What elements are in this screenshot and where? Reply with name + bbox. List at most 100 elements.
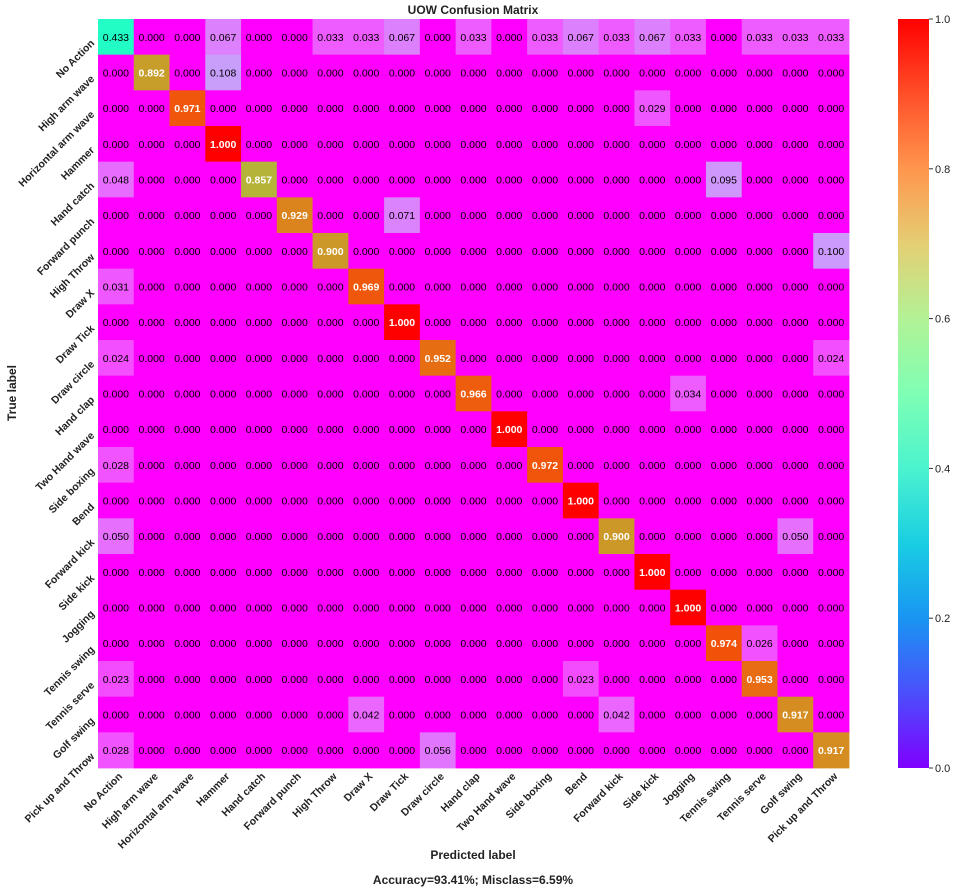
cell-19-11 — [491, 696, 528, 733]
cell-value: 0.000 — [603, 353, 629, 365]
cell-value: 0.000 — [675, 175, 701, 187]
cell-value: 0.000 — [675, 424, 701, 436]
cell-10-9 — [419, 375, 457, 412]
cell-12-4 — [241, 447, 278, 484]
cell-value: 0.000 — [532, 353, 558, 365]
cell-8-6 — [312, 304, 349, 341]
cell-7-3 — [205, 268, 242, 305]
cell-value: 0.000 — [174, 674, 200, 686]
cell-value: 0.000 — [782, 389, 808, 401]
cell-9-14 — [598, 340, 635, 377]
cell-value: 0.000 — [818, 317, 844, 329]
cell-15-5 — [276, 554, 313, 591]
cell-11-5 — [276, 411, 313, 448]
cell-value: 0.000 — [282, 103, 308, 115]
cell-11-16 — [670, 411, 707, 448]
cell-13-7 — [348, 482, 385, 519]
cell-6-12 — [527, 233, 564, 270]
cell-value: 0.917 — [818, 745, 844, 757]
cell-value: 0.000 — [103, 567, 129, 579]
cell-value: 0.000 — [210, 175, 236, 187]
cell-value: 0.892 — [138, 68, 164, 80]
cell-value: 0.000 — [210, 674, 236, 686]
cell-0-0 — [98, 19, 135, 56]
cell-10-4 — [241, 375, 278, 412]
cell-12-16 — [670, 447, 707, 484]
cell-18-14 — [598, 661, 635, 698]
y-tick-label: Jogging — [60, 608, 97, 645]
cell-value: 0.000 — [174, 531, 200, 543]
cell-6-17 — [705, 233, 743, 270]
cell-11-12 — [527, 411, 564, 448]
cell-6-1 — [133, 233, 170, 270]
cell-3-14 — [598, 126, 635, 163]
x-tick-label: Pick up and Throw — [766, 770, 841, 845]
cell-1-3 — [205, 54, 242, 91]
cell-value: 0.000 — [818, 282, 844, 294]
cell-12-20 — [813, 447, 850, 484]
cell-6-19 — [777, 233, 814, 270]
cell-18-13 — [562, 661, 600, 698]
cell-value: 0.000 — [603, 103, 629, 115]
cell-17-3 — [205, 625, 242, 662]
cell-18-17 — [705, 661, 743, 698]
cell-value: 0.024 — [103, 353, 129, 365]
y-axis-label: True label — [5, 365, 19, 421]
cell-value: 0.000 — [532, 567, 558, 579]
cell-value: 0.000 — [603, 389, 629, 401]
cell-12-15 — [634, 447, 671, 484]
cell-value: 0.000 — [246, 389, 272, 401]
cell-value: 0.000 — [496, 603, 522, 615]
cell-18-2 — [169, 661, 206, 698]
cell-2-19 — [777, 90, 814, 127]
cell-15-3 — [205, 554, 242, 591]
cell-3-3 — [205, 126, 242, 163]
cell-value: 0.000 — [568, 353, 594, 365]
cell-value: 0.000 — [460, 353, 486, 365]
cell-value: 0.071 — [389, 210, 415, 222]
cell-12-2 — [169, 447, 206, 484]
cell-17-0 — [98, 625, 135, 662]
cell-value: 0.000 — [496, 674, 522, 686]
cell-value: 0.000 — [389, 531, 415, 543]
cell-value: 0.000 — [389, 496, 415, 508]
cell-value: 0.000 — [496, 210, 522, 222]
cell-14-3 — [205, 518, 242, 555]
cell-value: 0.000 — [174, 32, 200, 44]
cell-value: 0.023 — [103, 674, 129, 686]
cell-value: 0.000 — [317, 68, 343, 80]
cell-5-2 — [169, 197, 206, 234]
cell-value: 1.000 — [675, 603, 701, 615]
cell-10-8 — [384, 375, 421, 412]
cell-20-18 — [741, 732, 778, 769]
cell-14-14 — [598, 518, 635, 555]
cell-2-1 — [133, 90, 170, 127]
cell-1-12 — [527, 54, 564, 91]
cell-value: 0.000 — [425, 389, 451, 401]
cell-value: 0.000 — [675, 531, 701, 543]
cell-value: 0.000 — [389, 139, 415, 151]
cell-value: 0.000 — [746, 210, 772, 222]
cell-6-16 — [670, 233, 707, 270]
colorbar-tick-label: 1.0 — [935, 14, 950, 26]
cell-5-20 — [813, 197, 850, 234]
cell-2-0 — [98, 90, 135, 127]
cell-7-4 — [241, 268, 278, 305]
cell-value: 0.000 — [782, 103, 808, 115]
cell-value: 0.000 — [389, 246, 415, 258]
cell-value: 0.000 — [711, 567, 737, 579]
cell-17-12 — [527, 625, 564, 662]
cell-value: 0.095 — [711, 175, 737, 187]
chart-title: UOW Confusion Matrix — [408, 3, 539, 17]
y-tick-label: Two Hand wave — [33, 430, 97, 494]
cell-1-10 — [455, 54, 492, 91]
cell-value: 0.966 — [460, 389, 486, 401]
cell-10-18 — [741, 375, 778, 412]
cell-value: 0.000 — [282, 424, 308, 436]
cell-20-12 — [527, 732, 564, 769]
cell-value: 0.000 — [746, 424, 772, 436]
cell-value: 1.000 — [389, 317, 415, 329]
cell-value: 0.000 — [282, 745, 308, 757]
cell-4-14 — [598, 161, 635, 198]
cell-value: 0.000 — [782, 246, 808, 258]
